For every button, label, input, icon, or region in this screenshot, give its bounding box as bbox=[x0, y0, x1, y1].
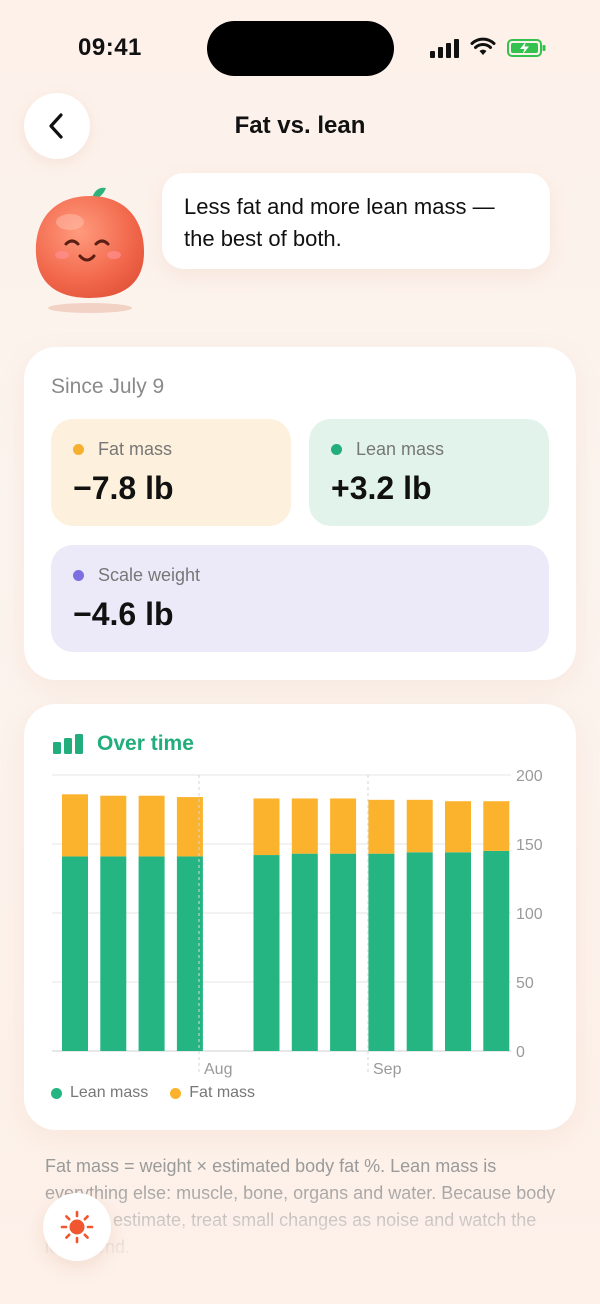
coach-speech-bubble: Less fat and more lean mass — the best o… bbox=[162, 173, 550, 269]
bar-fat-8 bbox=[406, 799, 433, 853]
theme-toggle-button[interactable] bbox=[43, 1193, 111, 1261]
status-bar: 09:41 bbox=[0, 0, 600, 95]
chart-title: Over time bbox=[97, 732, 194, 755]
bar-lean-2 bbox=[138, 856, 165, 1051]
bar-lean-7 bbox=[368, 853, 395, 1051]
back-button[interactable] bbox=[24, 93, 90, 159]
lean-mass-tile: Lean mass +3.2 lb bbox=[309, 419, 549, 526]
lean-mass-value: +3.2 lb bbox=[331, 470, 432, 506]
legend-fat-dot bbox=[170, 1087, 182, 1099]
bar-lean-0 bbox=[62, 856, 88, 1051]
sun-icon bbox=[60, 1210, 94, 1244]
bar-lean-8 bbox=[406, 852, 433, 1051]
bar-fat-0 bbox=[62, 794, 88, 857]
battery-charging-icon bbox=[507, 39, 546, 57]
bar-fat-4 bbox=[253, 798, 280, 856]
legend-fat-label: Fat mass bbox=[189, 1084, 256, 1101]
bar-chart-icon bbox=[53, 734, 83, 754]
page-title: Fat vs. lean bbox=[234, 112, 366, 139]
bar-fat-5 bbox=[291, 798, 318, 854]
legend-lean-label: Lean mass bbox=[70, 1084, 149, 1101]
y-tick-label-100: 100 bbox=[516, 906, 543, 923]
legend-lean-dot bbox=[51, 1087, 62, 1099]
bar-fat-1 bbox=[100, 795, 127, 857]
x-tick-label-sep: Sep bbox=[373, 1061, 402, 1078]
bar-fat-6 bbox=[330, 798, 357, 854]
chevron-left-icon bbox=[49, 113, 63, 139]
scale-weight-label: Scale weight bbox=[98, 565, 201, 585]
wifi-icon bbox=[470, 37, 496, 55]
legend-item-fat: Fat mass bbox=[170, 1084, 255, 1102]
bar-lean-4 bbox=[253, 855, 280, 1051]
coach-message: Less fat and more lean mass — the best o… bbox=[184, 194, 495, 251]
scale-weight-tile: Scale weight −4.6 lb bbox=[51, 545, 549, 652]
stacked-bar-chart: 0 50 100 150 200 Aug Sep bbox=[52, 768, 543, 1078]
fat-mass-value: −7.8 lb bbox=[73, 470, 174, 506]
bar-lean-6 bbox=[330, 853, 357, 1051]
dynamic-island bbox=[207, 21, 394, 76]
cellular-signal-icon bbox=[430, 38, 460, 58]
over-time-chart-card: Over time 0 50 100 150 200 Aug Sep Lean mass F… bbox=[24, 704, 576, 1130]
fat-mass-label: Fat mass bbox=[98, 439, 173, 459]
legend-item-lean: Lean mass bbox=[51, 1084, 148, 1102]
bar-lean-5 bbox=[291, 853, 318, 1051]
y-tick-label-150: 150 bbox=[516, 837, 543, 854]
x-tick-label-aug: Aug bbox=[204, 1061, 232, 1078]
chart-legend: Lean mass Fat mass bbox=[51, 1084, 277, 1102]
bar-lean-10 bbox=[483, 850, 510, 1051]
lean-mass-dot bbox=[331, 444, 342, 455]
y-tick-label-50: 50 bbox=[516, 975, 534, 992]
peach-mascot-icon bbox=[35, 187, 144, 313]
lean-mass-label: Lean mass bbox=[356, 439, 445, 459]
bar-fat-10 bbox=[483, 801, 510, 851]
bar-fat-2 bbox=[138, 795, 165, 857]
fat-mass-dot bbox=[73, 444, 84, 455]
since-label: Since July 9 bbox=[51, 375, 165, 398]
bar-lean-1 bbox=[100, 856, 127, 1051]
bar-fat-7 bbox=[368, 799, 395, 854]
fat-mass-tile: Fat mass −7.8 lb bbox=[51, 419, 291, 526]
bar-lean-3 bbox=[176, 856, 203, 1051]
scale-weight-value: −4.6 lb bbox=[73, 596, 174, 632]
bar-fat-9 bbox=[445, 801, 471, 853]
y-tick-label-0: 0 bbox=[516, 1044, 525, 1061]
scale-weight-dot bbox=[73, 570, 84, 581]
change-summary-card: Since July 9 Fat mass −7.8 lb Lean mass … bbox=[24, 347, 576, 680]
status-time: 09:41 bbox=[78, 34, 142, 61]
y-tick-label-200: 200 bbox=[516, 768, 543, 785]
chart-header: Over time bbox=[53, 732, 194, 756]
bar-lean-9 bbox=[445, 852, 471, 1051]
